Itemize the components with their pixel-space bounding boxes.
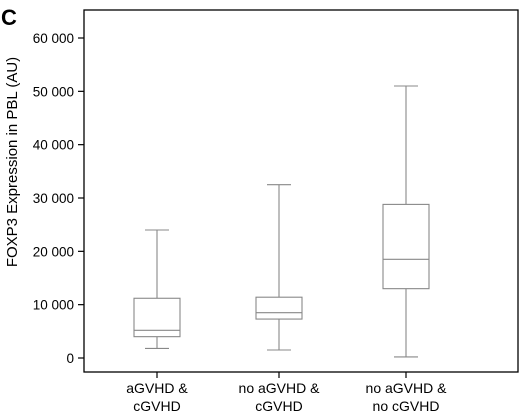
panel-label: C bbox=[1, 5, 17, 30]
plot-area: 0 10 000 20 000 30 000 40 000 50 000 60 000 aGV… bbox=[33, 9, 519, 414]
x-tick-label: no aGVHD & bbox=[366, 380, 448, 396]
y-tick-label: 40 000 bbox=[33, 138, 74, 153]
box-iqr bbox=[133, 297, 181, 338]
x-tick-label: cGVHD bbox=[133, 398, 180, 414]
y-tick-label: 0 bbox=[66, 351, 74, 366]
y-axis-label: FOXP3 Expression in PBL (AU) bbox=[4, 57, 21, 267]
y-tick-label: 10 000 bbox=[33, 298, 74, 313]
plot-frame bbox=[83, 9, 519, 373]
y-tick-label: 20 000 bbox=[33, 244, 74, 259]
x-tick-label: no cGVHD bbox=[373, 398, 440, 414]
x-tick-label: aGVHD & bbox=[126, 380, 188, 396]
box-iqr bbox=[255, 296, 303, 320]
y-tick-label: 50 000 bbox=[33, 84, 74, 99]
y-tick-label: 30 000 bbox=[33, 191, 74, 206]
x-tick-label: no aGVHD & bbox=[239, 380, 321, 396]
x-tick-label: cGVHD bbox=[255, 398, 302, 414]
y-tick-label: 60 000 bbox=[33, 31, 74, 46]
box-iqr bbox=[382, 203, 430, 290]
